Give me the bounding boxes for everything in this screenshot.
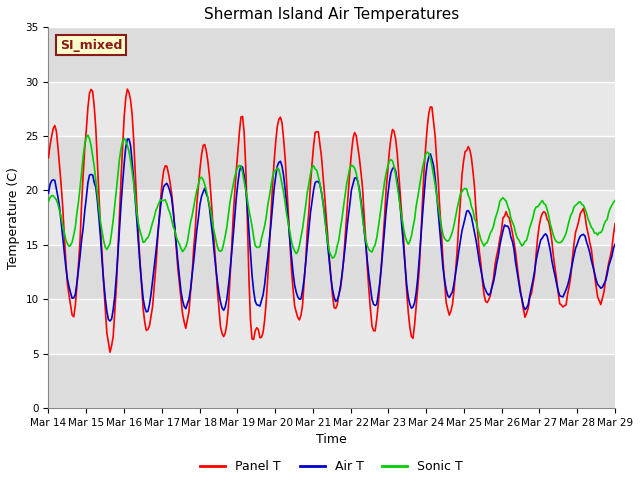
Bar: [49, 245, 615, 299]
Bar: [49, 299, 615, 354]
Bar: [49, 27, 615, 82]
Text: SI_mixed: SI_mixed: [60, 39, 122, 52]
Bar: [49, 354, 615, 408]
Title: Sherman Island Air Temperatures: Sherman Island Air Temperatures: [204, 7, 460, 22]
Bar: [49, 191, 615, 245]
Legend: Panel T, Air T, Sonic T: Panel T, Air T, Sonic T: [195, 455, 468, 478]
Bar: [49, 136, 615, 191]
X-axis label: Time: Time: [316, 433, 347, 446]
Bar: [49, 82, 615, 136]
Y-axis label: Temperature (C): Temperature (C): [7, 167, 20, 269]
